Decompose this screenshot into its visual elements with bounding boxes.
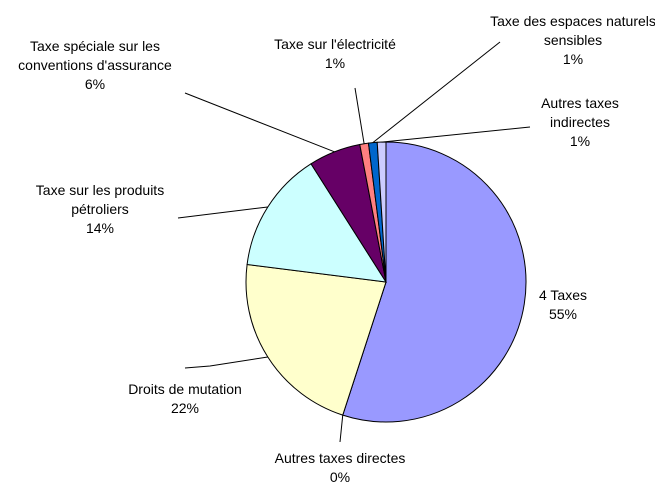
value-label: 1% bbox=[324, 55, 346, 71]
leader-line bbox=[177, 206, 268, 219]
pie-slice bbox=[246, 163, 387, 283]
value-label: 0% bbox=[329, 469, 351, 485]
value-label: 14% bbox=[85, 220, 115, 236]
slice-label: Taxe sur l'électricité 1% bbox=[240, 35, 430, 73]
pie-slice bbox=[245, 263, 387, 416]
slice-label: 4 Taxes 55% bbox=[518, 286, 608, 324]
slice-label: Taxe des espaces naturels sensibles 1% bbox=[488, 12, 655, 69]
category-label: Taxe sur l'électricité bbox=[274, 36, 396, 52]
leader-line bbox=[354, 87, 365, 144]
leader-line bbox=[339, 415, 344, 443]
pie-slice bbox=[342, 141, 527, 423]
value-label: 6% bbox=[84, 76, 106, 92]
slice-label: Autres taxes indirectes 1% bbox=[520, 94, 640, 151]
value-label: 1% bbox=[569, 133, 591, 149]
slice-label: Droits de mutation 22% bbox=[95, 380, 275, 418]
value-label: 22% bbox=[170, 400, 200, 416]
slice-label: Taxe sur les produits pétroliers 14% bbox=[15, 181, 185, 238]
category-label: Taxe sur les produits pétroliers bbox=[35, 182, 165, 217]
value-label: 55% bbox=[548, 306, 578, 322]
value-label: 1% bbox=[562, 51, 584, 67]
leader-line bbox=[184, 356, 268, 369]
leader-line bbox=[381, 126, 531, 143]
leader-line bbox=[184, 92, 335, 153]
slice-label: Autres taxes directes 0% bbox=[240, 449, 440, 487]
category-label: Taxe des espaces naturels sensibles bbox=[490, 13, 655, 48]
category-label: Autres taxes indirectes bbox=[541, 95, 619, 130]
category-label: Droits de mutation bbox=[128, 381, 242, 397]
category-label: Autres taxes directes bbox=[274, 450, 406, 466]
slice-label: Taxe spéciale sur les conventions d'assu… bbox=[5, 37, 185, 94]
leader-line bbox=[372, 41, 501, 144]
category-label: 4 Taxes bbox=[539, 287, 587, 303]
category-label: Taxe spéciale sur les conventions d'assu… bbox=[18, 38, 172, 73]
